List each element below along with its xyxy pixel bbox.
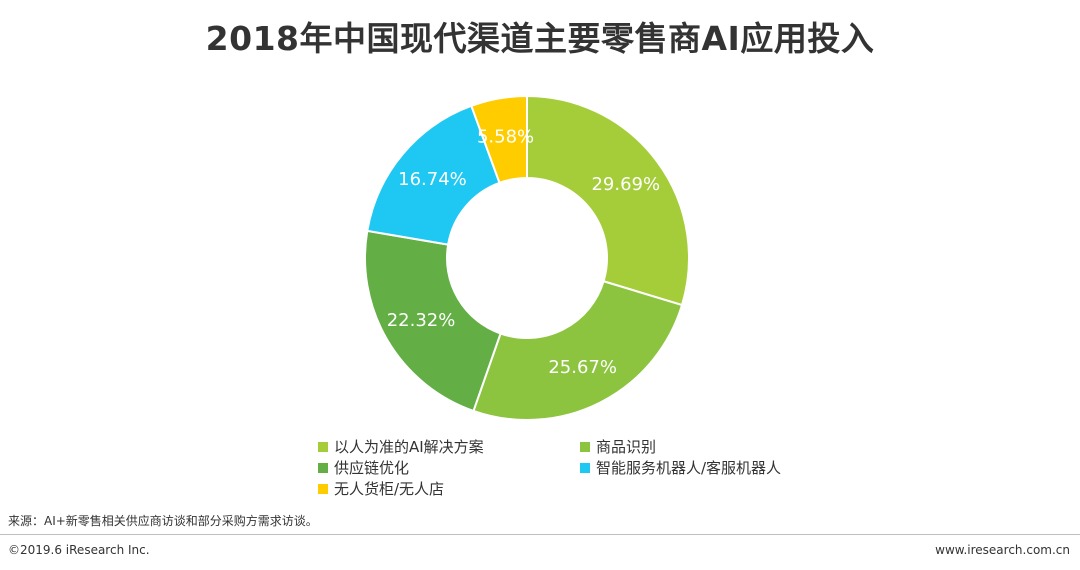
legend-label: 商品识别 [596, 438, 657, 456]
legend-label: 无人货柜/无人店 [334, 480, 445, 498]
legend-swatch [318, 441, 328, 452]
legend-item-ai-solution: 以人为准的AI解决方案 [318, 436, 484, 457]
slice-data-label: 16.74% [398, 169, 467, 190]
legend-swatch [580, 462, 590, 473]
legend-item-product-recognition: 商品识别 [580, 436, 656, 457]
legend-label: 智能服务机器人/客服机器人 [596, 459, 782, 477]
pie-slice [472, 279, 684, 421]
pie-slice [364, 229, 502, 413]
pie-slice [366, 104, 501, 246]
legend-label: 供应链优化 [334, 459, 410, 477]
slice-data-label: 22.32% [387, 310, 456, 331]
donut-chart: 29.69% 25.67% 22.32% 16.74% 5.58% [364, 94, 690, 421]
slice-data-label: 25.67% [548, 357, 617, 378]
pie-slice [470, 94, 528, 185]
slice-data-label: 5.58% [477, 126, 534, 147]
legend-item-unmanned-store: 无人货柜/无人店 [318, 478, 444, 499]
legend-label: 以人为准的AI解决方案 [334, 438, 484, 456]
legend-item-supply-chain: 供应链优化 [318, 457, 409, 478]
copyright: ©2019.6 iResearch Inc. [8, 543, 150, 557]
website-link[interactable]: www.iresearch.com.cn [935, 543, 1070, 557]
legend-item-service-robot: 智能服务机器人/客服机器人 [580, 457, 781, 478]
slice-data-label: 29.69% [591, 174, 660, 195]
footer-divider [0, 534, 1080, 535]
chart-title: 2018年中国现代渠道主要零售商AI应用投入 [205, 19, 875, 58]
legend-swatch [318, 483, 328, 494]
pie-slice [526, 94, 690, 307]
legend-swatch [580, 441, 590, 452]
legend-swatch [318, 462, 328, 473]
source-note: 来源：AI+新零售相关供应商访谈和部分采购方需求访谈。 [8, 514, 318, 528]
